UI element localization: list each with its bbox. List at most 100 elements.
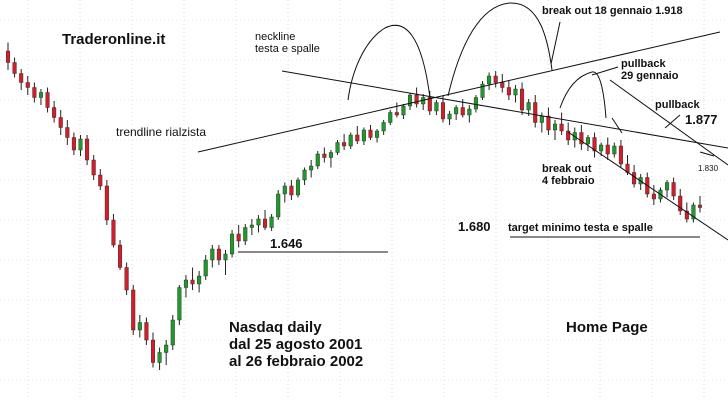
pullback-jan-label: pullback (621, 58, 667, 70)
candle-down (651, 193, 656, 200)
candle-down (85, 138, 90, 161)
candle-down (559, 123, 564, 132)
candle-down (71, 137, 76, 151)
candle-down (394, 112, 399, 116)
candle-down (533, 102, 538, 123)
candle-down (355, 134, 360, 142)
candle-up (539, 115, 544, 123)
pullback-jan-arrow (591, 66, 619, 76)
candle-down (632, 172, 637, 185)
brand-label: Traderonline.it (62, 31, 165, 48)
candle-down (65, 127, 70, 138)
level-1830-label: 1.830 (698, 164, 719, 173)
right-shoulder-arc (559, 71, 607, 119)
candle-up (315, 153, 320, 167)
right-marker-arrow (699, 151, 715, 157)
breakout-feb-label: break out (542, 163, 592, 175)
candle-down (506, 87, 511, 96)
candle-down (216, 248, 221, 261)
candle-up (276, 193, 281, 218)
candle-up (210, 248, 215, 261)
candle-up (454, 107, 459, 115)
candle-up (434, 102, 439, 112)
candle-down (678, 195, 683, 212)
candle-down (91, 159, 96, 176)
candle-up (302, 169, 307, 181)
candle-down (25, 82, 30, 88)
candles (5, 42, 703, 370)
candle-down (697, 204, 703, 208)
pullback-feb-label: pullback (655, 99, 701, 111)
home-page-link[interactable]: Home Page (566, 319, 648, 336)
candle-up (157, 352, 162, 363)
left-shoulder-arc (347, 24, 431, 101)
candle-down (144, 322, 149, 341)
candle-up (388, 112, 393, 123)
candle-up (170, 319, 175, 346)
pullback-feb-arrow (664, 114, 681, 129)
level-1680-label: 1.680 (458, 219, 491, 234)
candle-up (473, 97, 478, 110)
candle-up (665, 182, 670, 191)
candle-up (137, 322, 142, 331)
candle-down (500, 82, 505, 88)
candle-down (263, 218, 268, 228)
neckline-line (281, 70, 728, 149)
downtrend-line-upper (609, 79, 728, 166)
candle-down (236, 233, 241, 242)
candle-up (361, 129, 366, 142)
candle-up (375, 130, 380, 138)
candle-up (164, 344, 169, 353)
candle-down (5, 50, 11, 63)
candle-up (309, 165, 314, 171)
candle-up (282, 185, 287, 195)
candle-up (295, 179, 300, 196)
breakout-jan-arrow (550, 21, 561, 65)
candle-down (579, 132, 584, 145)
candle-down (671, 182, 676, 197)
candle-down (32, 87, 37, 98)
candle-up (487, 75, 492, 85)
candle-up (585, 137, 590, 145)
candle-up (183, 279, 188, 288)
candle-up (269, 216, 274, 228)
candle-down (592, 137, 597, 152)
candle-down (118, 244, 123, 268)
candle-up (328, 152, 333, 158)
candle-down (124, 267, 129, 291)
candle-up (599, 144, 604, 152)
candle-up (197, 275, 202, 285)
candle-down (58, 117, 63, 128)
candle-down (98, 174, 103, 187)
candle-up (447, 113, 452, 120)
candle-up (335, 142, 340, 153)
candle-up (513, 88, 518, 96)
candle-up (203, 259, 208, 277)
neckline-label-2: testa e spalle (255, 43, 320, 55)
caption-line-1: Nasdaq daily (229, 319, 322, 336)
candle-up (691, 204, 696, 220)
candle-down (618, 145, 623, 165)
candle-up (249, 224, 254, 228)
candle-down (546, 115, 551, 131)
caption-line-2: dal 25 agosto 2001 (229, 336, 362, 353)
candle-up (381, 122, 386, 132)
candle-up (223, 253, 228, 261)
candle-down (131, 289, 136, 331)
breakout-feb-date: 4 febbraio (542, 175, 595, 187)
trend-lines (197, 2, 728, 253)
candle-down (427, 97, 432, 112)
candle-down (12, 62, 17, 74)
trendline-label: trendline rialzista (116, 125, 206, 139)
candle-down (684, 210, 689, 220)
pullback-jan-date: 29 gennaio (621, 70, 679, 82)
downtrend-channel-line (567, 131, 728, 241)
candle-down (322, 153, 327, 158)
candle-up (230, 233, 235, 255)
candle-down (52, 107, 57, 118)
candle-up (612, 145, 617, 155)
candle-down (493, 75, 498, 83)
candle-up (177, 287, 182, 321)
